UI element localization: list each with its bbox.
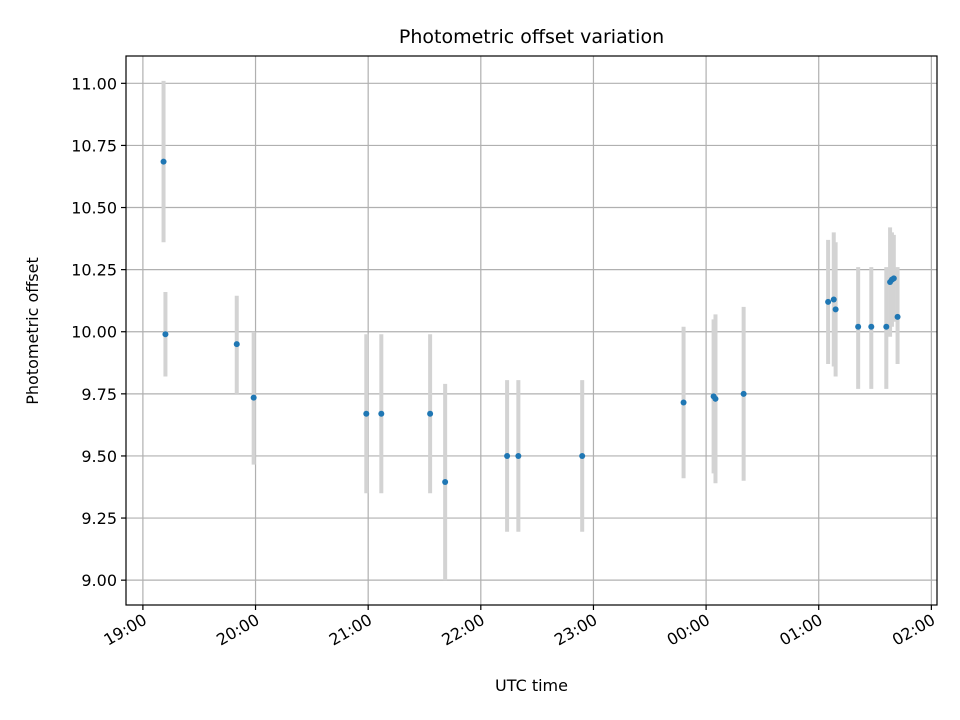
y-axis-label: Photometric offset [23, 257, 42, 405]
data-point [363, 410, 370, 417]
x-axis-label: UTC time [495, 676, 568, 695]
data-point [855, 323, 862, 330]
data-point [832, 306, 839, 313]
data-point [162, 331, 169, 338]
data-point [680, 399, 687, 406]
data-point [712, 395, 719, 402]
y-tick-label: 9.25 [81, 509, 117, 528]
data-point [825, 298, 832, 305]
y-tick-label: 9.00 [81, 571, 117, 590]
grid [126, 56, 937, 605]
y-tick-label: 10.75 [71, 136, 117, 155]
data-point [868, 323, 875, 330]
data-point [442, 479, 449, 486]
data-point [740, 390, 747, 397]
data-point [427, 410, 434, 417]
data-point [504, 452, 511, 459]
y-tick-label: 9.50 [81, 447, 117, 466]
data-point [515, 452, 522, 459]
data-point [894, 313, 901, 320]
data-point [160, 158, 167, 165]
y-tick-label: 10.50 [71, 199, 117, 218]
data-point [830, 296, 837, 303]
plot-frame [125, 55, 938, 606]
chart-title: Photometric offset variation [399, 26, 664, 48]
data-point [579, 452, 586, 459]
data-point [890, 275, 897, 282]
data-point [378, 410, 385, 417]
y-tick-label: 11.00 [71, 74, 117, 93]
data-point [883, 323, 890, 330]
data-point [250, 394, 257, 401]
data-points [160, 158, 901, 486]
data-point [233, 341, 240, 348]
y-tick-label: 10.25 [71, 261, 117, 280]
y-axis: 9.00 9.25 9.50 9.75 10.00 10.25 10.50 10.75 11.0… [71, 74, 126, 590]
y-tick-label: 9.75 [81, 385, 117, 404]
y-tick-label: 10.00 [71, 323, 117, 342]
